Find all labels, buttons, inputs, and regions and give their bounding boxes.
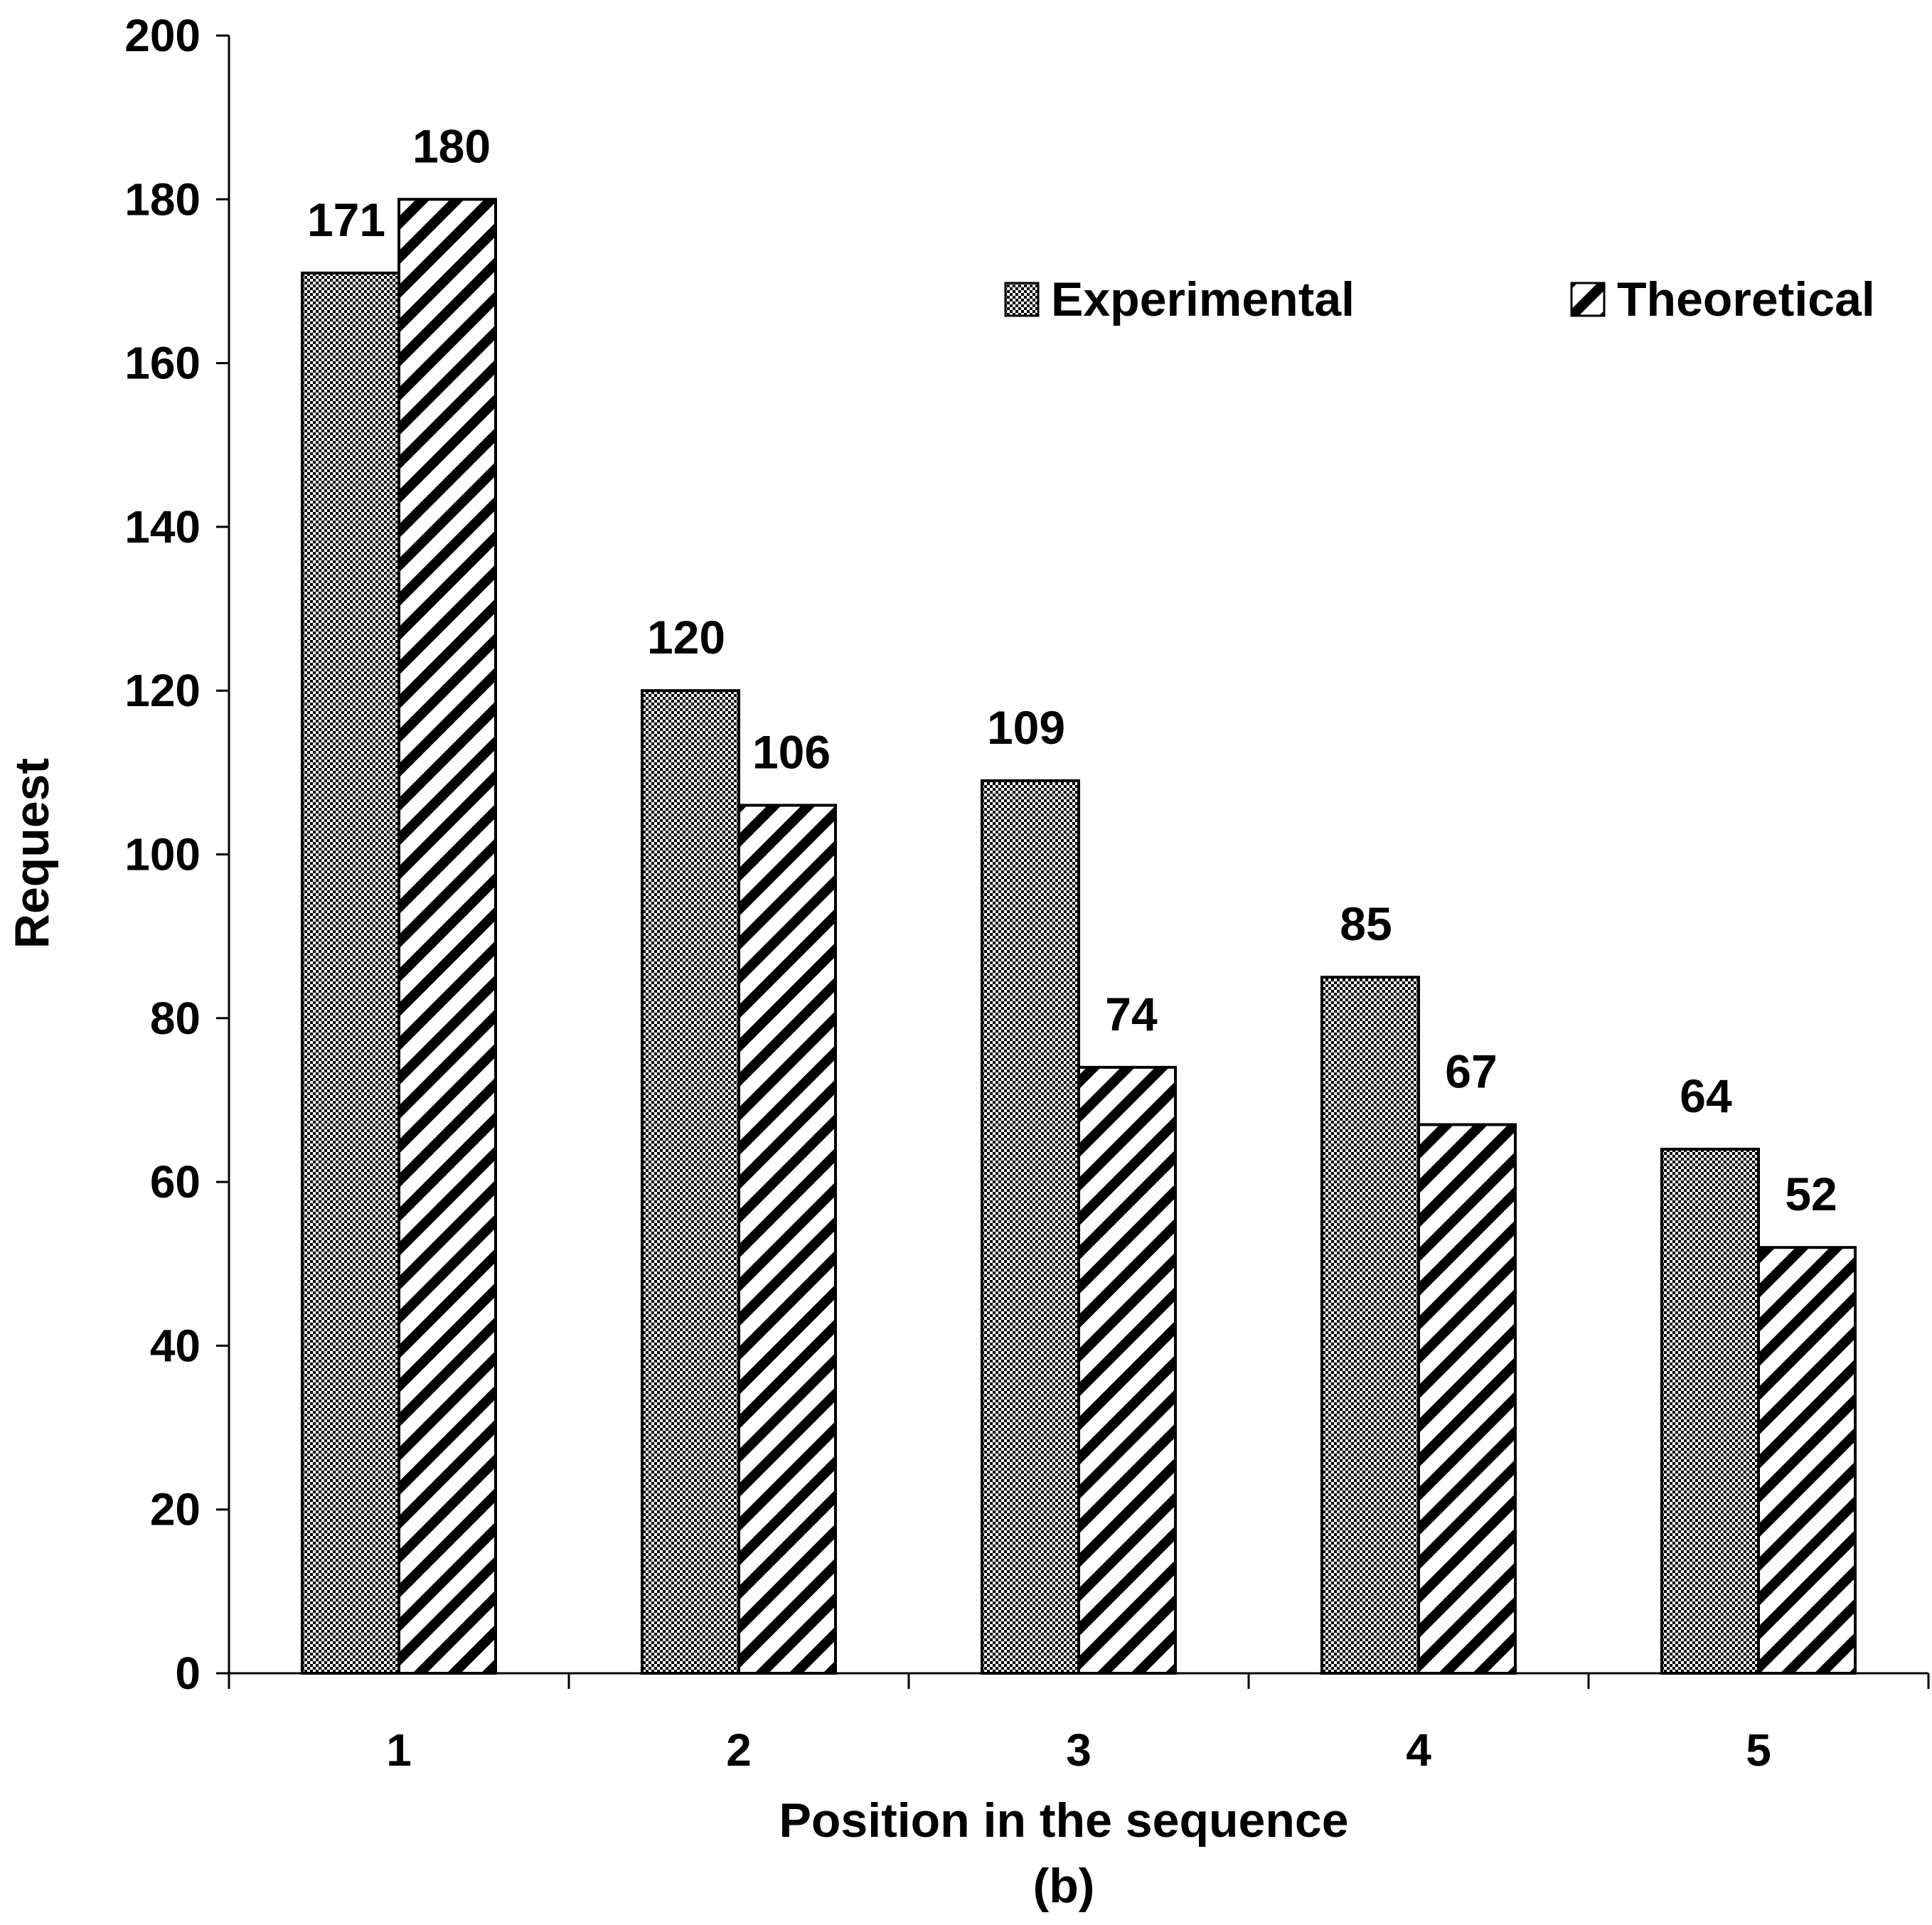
data-label-experimental-3: 109 — [987, 701, 1065, 754]
data-label-theoretical-1: 180 — [412, 119, 491, 172]
bar-theoretical-5 — [1757, 1246, 1857, 1675]
x-tick-label-3: 3 — [1066, 1724, 1092, 1776]
x-ticks: 1 2 3 4 5 — [228, 1673, 1930, 1776]
x-tick-label-2: 2 — [726, 1724, 752, 1776]
bar-experimental-1 — [301, 271, 400, 1675]
y-tick-label-180: 180 — [124, 174, 201, 225]
bar-theoretical-3 — [1077, 1065, 1177, 1675]
data-label-experimental-4: 85 — [1340, 897, 1392, 950]
bar-theoretical-4 — [1417, 1123, 1517, 1675]
legend: Experimental Theoretical — [1004, 272, 1875, 326]
legend-label-experimental: Experimental — [1051, 272, 1355, 326]
y-tick-label-0: 0 — [175, 1648, 201, 1699]
data-label-experimental-5: 64 — [1680, 1070, 1732, 1122]
legend-swatch-experimental — [1004, 282, 1040, 317]
bar-experimental-2 — [641, 689, 740, 1675]
bar-theoretical-1 — [397, 198, 497, 1675]
legend-swatch-theoretical — [1570, 282, 1606, 317]
data-label-theoretical-3: 74 — [1105, 988, 1158, 1040]
bars-layer — [301, 198, 1857, 1675]
data-labels: 171 180 120 106 109 74 85 67 64 52 — [307, 119, 1837, 1220]
y-tick-label-40: 40 — [150, 1320, 201, 1371]
bar-experimental-5 — [1660, 1148, 1760, 1675]
y-ticks: 0 20 40 60 80 100 120 140 160 180 200 — [124, 10, 229, 1699]
data-label-theoretical-4: 67 — [1445, 1045, 1497, 1097]
x-tick-label-1: 1 — [386, 1724, 412, 1776]
bar-theoretical-2 — [737, 804, 837, 1675]
y-tick-label-80: 80 — [150, 993, 201, 1044]
bar-experimental-4 — [1320, 976, 1420, 1675]
x-tick-label-5: 5 — [1746, 1724, 1771, 1776]
y-axis-title: Request — [5, 758, 59, 949]
y-tick-label-160: 160 — [124, 338, 201, 389]
y-tick-label-20: 20 — [150, 1484, 201, 1535]
data-label-theoretical-5: 52 — [1785, 1168, 1837, 1220]
y-tick-label-120: 120 — [124, 665, 201, 716]
y-tick-label-100: 100 — [124, 829, 201, 880]
y-tick-label-200: 200 — [124, 10, 201, 61]
figure-subcaption: (b) — [1033, 1859, 1095, 1913]
x-axis-title: Position in the sequence — [779, 1793, 1348, 1847]
data-label-experimental-1: 171 — [307, 193, 385, 246]
data-label-theoretical-2: 106 — [752, 725, 831, 778]
legend-label-theoretical: Theoretical — [1617, 272, 1875, 326]
x-tick-label-4: 4 — [1406, 1724, 1431, 1776]
data-label-experimental-2: 120 — [647, 611, 725, 663]
y-tick-label-60: 60 — [150, 1156, 201, 1207]
y-tick-label-140: 140 — [124, 501, 201, 553]
bar-experimental-3 — [981, 779, 1080, 1675]
